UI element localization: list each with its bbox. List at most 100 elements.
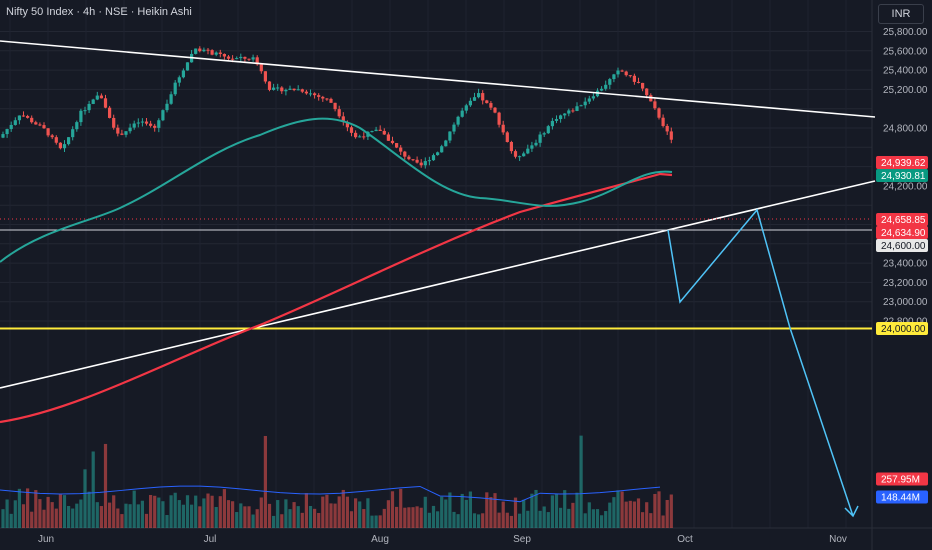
candle — [448, 131, 452, 141]
candle — [600, 88, 604, 91]
candle — [431, 155, 436, 161]
volume-bar — [522, 499, 526, 528]
volume-bar — [218, 496, 222, 528]
candle — [42, 125, 46, 129]
candle — [50, 135, 54, 138]
volume-bar — [608, 502, 612, 528]
candle — [116, 127, 120, 134]
price-tick: 25,200.00 — [883, 85, 928, 96]
candle — [345, 122, 349, 128]
volume-bar — [477, 514, 481, 528]
price-tag-support — [876, 239, 928, 252]
candle — [657, 108, 661, 118]
candle — [30, 117, 34, 123]
volume-bar — [296, 506, 300, 528]
price-tick: 23,000.00 — [883, 297, 928, 308]
volume-bar — [173, 492, 177, 528]
volume-bar — [267, 503, 272, 528]
candle — [112, 117, 116, 128]
candle — [280, 87, 284, 92]
volume-bar — [362, 509, 366, 528]
volume-bar — [26, 488, 30, 528]
volume-bar — [235, 512, 239, 528]
time-tick: Sep — [513, 534, 531, 545]
volume-bar — [444, 499, 448, 528]
volume-bar — [42, 509, 46, 528]
lower-trendline — [0, 180, 876, 389]
candle — [591, 96, 595, 99]
candle — [554, 119, 559, 121]
candle — [87, 103, 91, 111]
volume-bar — [177, 500, 181, 528]
candle — [124, 131, 128, 135]
volume-bar — [485, 492, 489, 528]
candle — [477, 93, 481, 98]
volume-bar — [382, 508, 386, 528]
price-tick: 25,600.00 — [883, 46, 928, 57]
candle — [337, 109, 341, 117]
volume-bars — [0, 435, 673, 528]
volume-bar — [140, 500, 144, 528]
volume-bar — [95, 502, 99, 528]
volume-bar — [358, 501, 362, 528]
volume-bar — [641, 512, 645, 528]
time-tick: Aug — [371, 534, 389, 545]
candle — [259, 64, 263, 72]
candle — [456, 116, 460, 125]
candle — [5, 129, 9, 135]
volume-bar — [255, 509, 259, 528]
candle — [149, 123, 153, 126]
candle — [341, 116, 345, 123]
candle — [71, 129, 75, 138]
price-labels: 24,939.62 24,930.81 24,658.85 24,634.90 24,6… — [876, 156, 928, 504]
volume-bar — [657, 491, 661, 528]
candle — [136, 122, 140, 124]
volume-bar — [272, 515, 276, 528]
candle — [399, 147, 403, 152]
volume-bar — [501, 501, 505, 528]
candle — [304, 91, 308, 94]
candle — [321, 96, 325, 99]
candle — [272, 87, 276, 90]
volume-bar — [534, 489, 538, 528]
candle — [108, 107, 112, 118]
candle — [583, 101, 587, 106]
volume-bar — [665, 499, 669, 528]
volume-bar — [624, 501, 628, 528]
volume-bar — [403, 507, 407, 528]
currency-selector[interactable]: INR — [878, 4, 924, 24]
volume-bar — [468, 491, 472, 528]
candle — [468, 100, 472, 106]
candle — [550, 120, 554, 127]
candle — [444, 140, 448, 147]
volume-bar — [239, 503, 243, 528]
volume-tag-volume — [876, 472, 928, 486]
candle — [395, 143, 399, 148]
volume-bar — [604, 511, 608, 528]
candle — [95, 95, 99, 100]
candle — [317, 95, 321, 97]
candle — [165, 103, 169, 111]
candle — [235, 58, 239, 60]
candle — [530, 145, 534, 149]
candle — [1, 134, 5, 138]
candle — [440, 146, 444, 153]
candle — [222, 53, 226, 57]
candle — [26, 116, 30, 118]
candles — [1, 46, 673, 169]
volume-bar — [116, 508, 120, 528]
candle — [13, 120, 17, 125]
volume-bar — [169, 495, 173, 528]
candle — [382, 130, 386, 135]
volume-bar — [214, 507, 218, 528]
volume-bar — [112, 495, 116, 528]
volume-bar — [399, 488, 403, 528]
candle — [34, 122, 38, 125]
volume-bar — [616, 490, 620, 528]
candle — [641, 82, 645, 89]
volume-bar — [440, 496, 444, 528]
candle — [608, 79, 612, 85]
overlay-lines — [0, 40, 876, 518]
